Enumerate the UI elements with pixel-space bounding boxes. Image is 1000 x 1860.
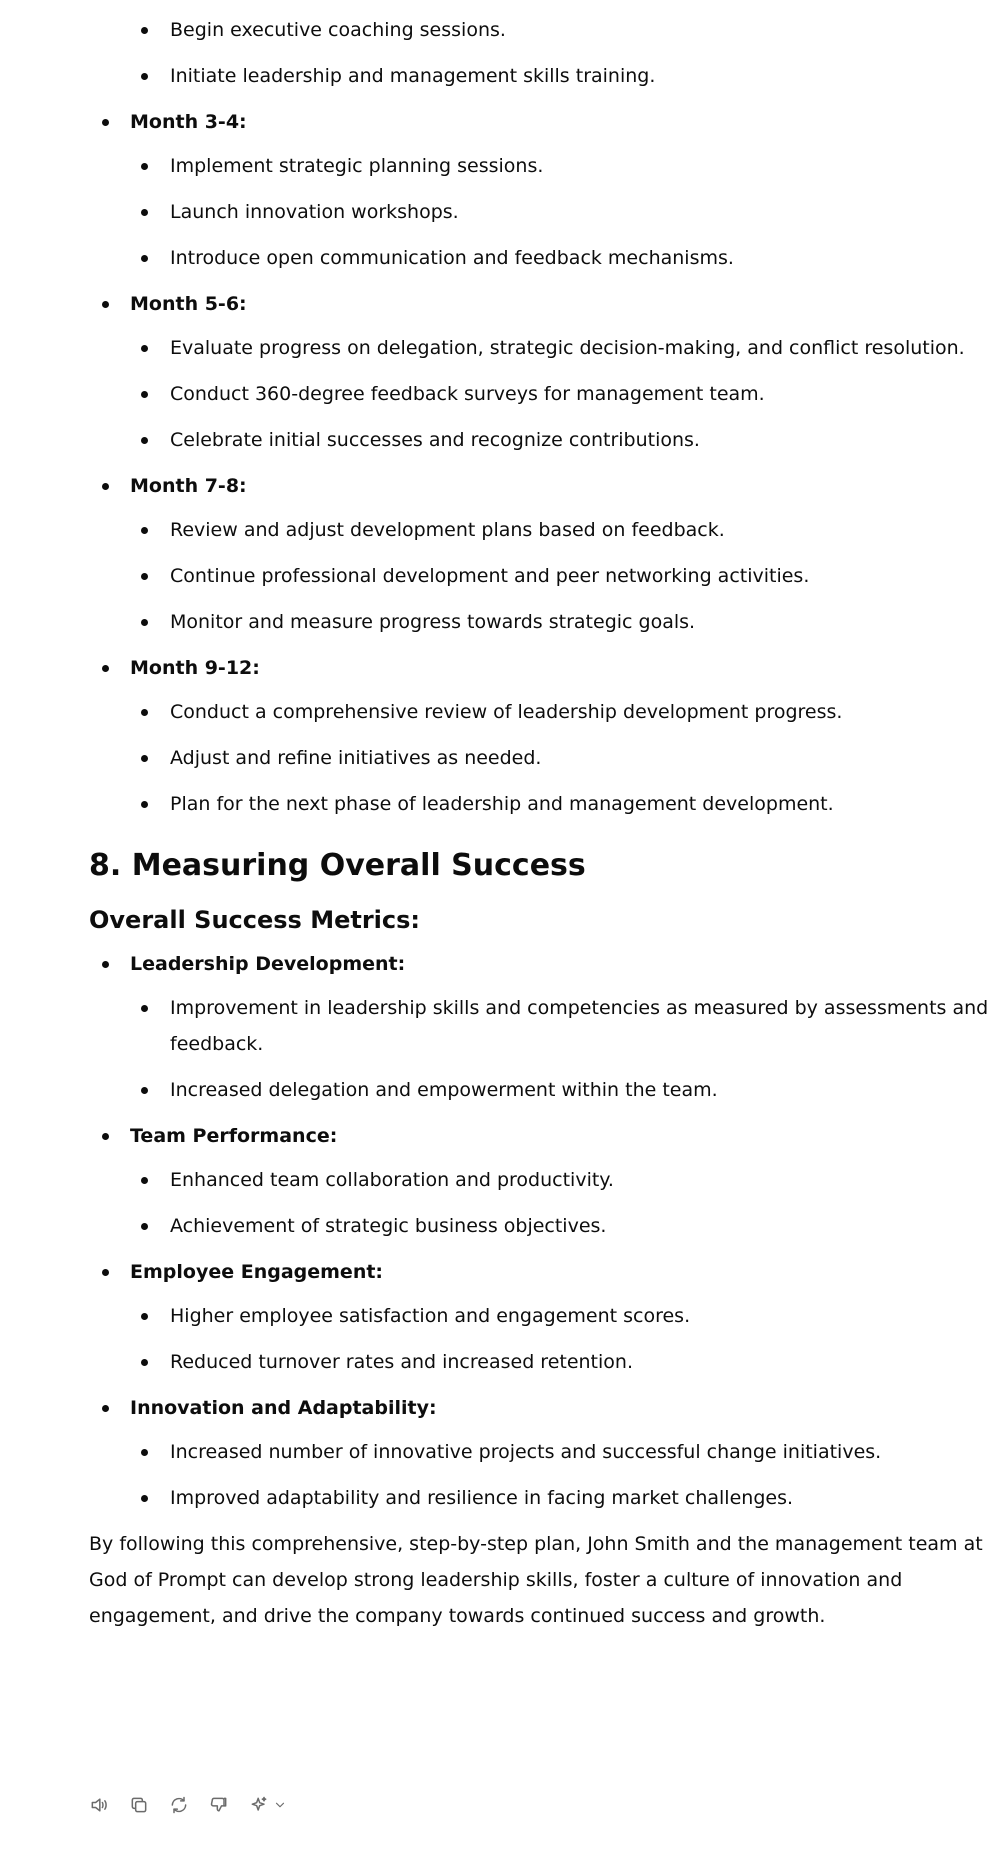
metric-innovation-adaptability: Innovation and Adaptability: Increased n… xyxy=(89,1390,989,1516)
timeline-sub-list: Conduct a comprehensive review of leader… xyxy=(89,694,989,822)
list-item: Improved adaptability and resilience in … xyxy=(89,1480,989,1516)
metric-label: Team Performance: xyxy=(130,1125,338,1147)
timeline-sub-list: Evaluate progress on delegation, strateg… xyxy=(89,330,989,458)
metric-team-performance: Team Performance: Enhanced team collabor… xyxy=(89,1118,989,1244)
metric-employee-engagement: Employee Engagement: Higher employee sat… xyxy=(89,1254,989,1380)
timeline-label: Month 5-6: xyxy=(130,293,247,315)
metric-label: Innovation and Adaptability: xyxy=(130,1397,437,1419)
continued-sub-list: Begin executive coaching sessions. Initi… xyxy=(89,12,989,94)
copy-icon[interactable] xyxy=(127,1793,151,1817)
timeline-label: Month 7-8: xyxy=(130,475,247,497)
chevron-down-icon xyxy=(273,1798,287,1812)
list-item: Evaluate progress on delegation, strateg… xyxy=(89,330,989,366)
metric-sub-list: Improvement in leadership skills and com… xyxy=(89,990,989,1108)
regenerate-icon[interactable] xyxy=(167,1793,191,1817)
list-item: Launch innovation workshops. xyxy=(89,194,989,230)
list-item: Continue professional development and pe… xyxy=(89,558,989,594)
metric-label: Employee Engagement: xyxy=(130,1261,384,1283)
read-aloud-icon[interactable] xyxy=(87,1793,111,1817)
list-item: Higher employee satisfaction and engagem… xyxy=(89,1298,989,1334)
metrics-list: Leadership Development: Improvement in l… xyxy=(89,946,989,1516)
message-content: Begin executive coaching sessions. Initi… xyxy=(89,0,989,1634)
timeline-label: Month 9-12: xyxy=(130,657,260,679)
list-item: Implement strategic planning sessions. xyxy=(89,148,989,184)
timeline-item-month-9-12: Month 9-12: Conduct a comprehensive revi… xyxy=(89,650,989,822)
list-item: Celebrate initial successes and recogniz… xyxy=(89,422,989,458)
list-item: Improvement in leadership skills and com… xyxy=(89,990,989,1062)
list-item: Review and adjust development plans base… xyxy=(89,512,989,548)
list-item: Begin executive coaching sessions. xyxy=(89,12,989,48)
list-item: Conduct 360-degree feedback surveys for … xyxy=(89,376,989,412)
section-title: 8. Measuring Overall Success xyxy=(89,848,586,883)
timeline-item-month-5-6: Month 5-6: Evaluate progress on delegati… xyxy=(89,286,989,458)
list-item: Increased delegation and empowerment wit… xyxy=(89,1072,989,1108)
list-item: Achievement of strategic business object… xyxy=(89,1208,989,1244)
model-switcher[interactable] xyxy=(247,1793,287,1817)
timeline-item-month-7-8: Month 7-8: Review and adjust development… xyxy=(89,468,989,640)
timeline-label: Month 3-4: xyxy=(130,111,247,133)
metric-sub-list: Higher employee satisfaction and engagem… xyxy=(89,1298,989,1380)
list-item: Enhanced team collaboration and producti… xyxy=(89,1162,989,1198)
list-item: Adjust and refine initiatives as needed. xyxy=(89,740,989,776)
timeline-sub-list: Implement strategic planning sessions. L… xyxy=(89,148,989,276)
list-item: Plan for the next phase of leadership an… xyxy=(89,786,989,822)
timeline-item-month-3-4: Month 3-4: Implement strategic planning … xyxy=(89,104,989,276)
sparkle-model-icon xyxy=(247,1793,271,1817)
list-item: Increased number of innovative projects … xyxy=(89,1434,989,1470)
closing-paragraph: By following this comprehensive, step-by… xyxy=(89,1533,983,1627)
metric-label: Leadership Development: xyxy=(130,953,406,975)
timeline-sub-list: Review and adjust development plans base… xyxy=(89,512,989,640)
metric-sub-list: Enhanced team collaboration and producti… xyxy=(89,1162,989,1244)
subsection-title: Overall Success Metrics: xyxy=(89,906,420,934)
metric-sub-list: Increased number of innovative projects … xyxy=(89,1434,989,1516)
thumbs-down-icon[interactable] xyxy=(207,1793,231,1817)
timeline-list: Month 3-4: Implement strategic planning … xyxy=(89,104,989,822)
list-item: Introduce open communication and feedbac… xyxy=(89,240,989,276)
list-item: Initiate leadership and management skill… xyxy=(89,58,989,94)
list-item: Monitor and measure progress towards str… xyxy=(89,604,989,640)
message-action-toolbar xyxy=(87,1793,287,1817)
list-item: Reduced turnover rates and increased ret… xyxy=(89,1344,989,1380)
list-item: Conduct a comprehensive review of leader… xyxy=(89,694,989,730)
metric-leadership-development: Leadership Development: Improvement in l… xyxy=(89,946,989,1108)
